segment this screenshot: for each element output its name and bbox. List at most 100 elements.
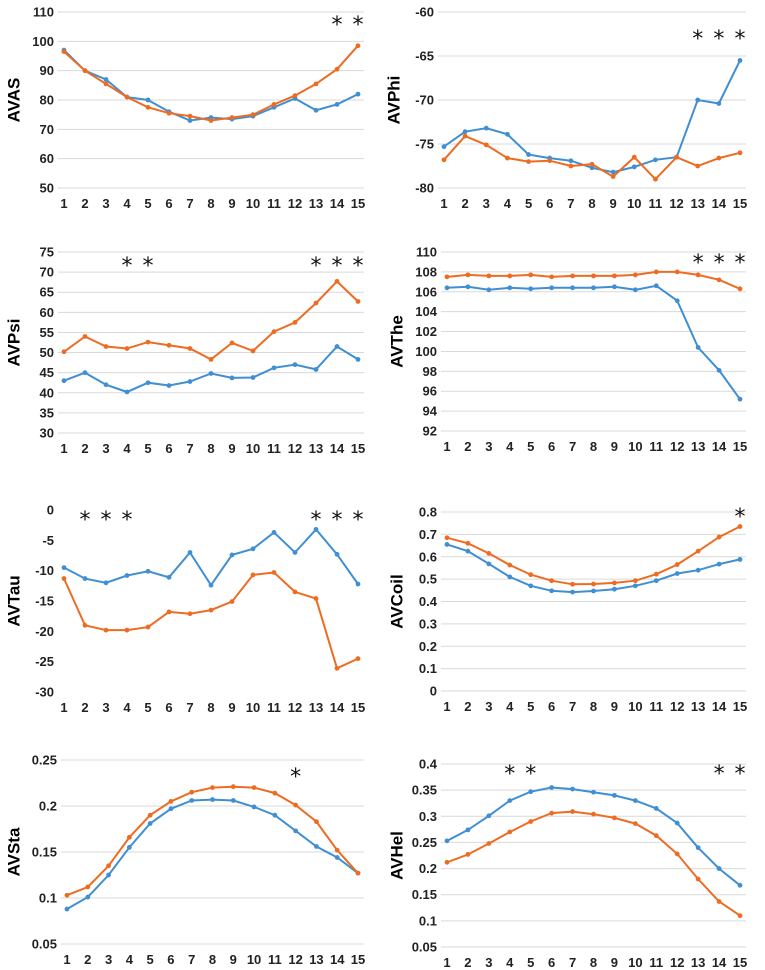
series-line-blue xyxy=(443,59,741,174)
data-point-orange xyxy=(334,847,340,853)
data-point-orange xyxy=(444,859,450,865)
y-tick-label: 0.2 xyxy=(39,799,57,814)
data-point-blue xyxy=(486,813,492,819)
data-point-blue xyxy=(465,548,471,554)
x-tick-label: 1 xyxy=(443,699,450,714)
data-point-orange xyxy=(334,66,340,72)
y-tick-label: -75 xyxy=(415,137,434,152)
x-tick-label: 5 xyxy=(144,196,151,211)
x-tick-label: 3 xyxy=(483,196,490,211)
y-tick-label: -60 xyxy=(415,5,434,20)
data-point-orange xyxy=(229,115,235,120)
y-tick-label: 0.05 xyxy=(412,940,437,955)
data-point-blue xyxy=(124,389,130,395)
data-point-blue xyxy=(250,375,256,380)
significance-marker: * xyxy=(693,251,704,276)
x-tick-label: 10 xyxy=(628,955,642,970)
data-point-orange xyxy=(187,113,193,119)
data-point-blue xyxy=(695,97,701,103)
y-tick-label: 104 xyxy=(415,304,437,319)
data-point-blue xyxy=(444,285,450,291)
data-point-orange xyxy=(462,133,468,139)
x-tick-label: 9 xyxy=(611,439,618,454)
x-tick-label: 15 xyxy=(351,952,365,967)
x-tick-label: 13 xyxy=(309,196,323,211)
data-point-orange xyxy=(591,581,596,587)
data-point-blue xyxy=(313,527,319,532)
x-tick-label: 15 xyxy=(733,439,747,454)
x-tick-label: 1 xyxy=(60,441,67,456)
data-point-blue xyxy=(716,866,722,871)
data-point-orange xyxy=(147,812,153,818)
data-point-orange xyxy=(355,656,361,662)
data-point-blue xyxy=(507,574,513,580)
data-point-orange xyxy=(505,155,510,161)
y-tick-label: 90 xyxy=(40,63,54,78)
data-point-orange xyxy=(250,112,256,118)
data-point-blue xyxy=(716,367,722,373)
data-point-blue xyxy=(292,362,298,368)
y-tick-label: 92 xyxy=(423,424,437,439)
data-point-blue xyxy=(292,550,298,555)
x-tick-label: 12 xyxy=(670,699,684,714)
data-point-blue xyxy=(570,786,575,792)
x-tick-label: 6 xyxy=(165,196,172,211)
data-point-orange xyxy=(251,785,257,790)
data-point-orange xyxy=(674,269,680,275)
series-line-blue xyxy=(63,527,359,588)
axis-label-y: AVCoil xyxy=(388,574,407,628)
x-tick-label: 2 xyxy=(81,700,88,715)
data-point-orange xyxy=(187,611,193,617)
data-point-blue xyxy=(444,542,450,547)
x-tick-label: 11 xyxy=(649,955,663,970)
x-tick-label: 3 xyxy=(105,952,112,967)
data-point-orange xyxy=(549,810,555,816)
x-tick-label: 4 xyxy=(123,441,131,456)
significance-marker: * xyxy=(353,13,364,38)
data-point-orange xyxy=(695,272,701,278)
significance-marker: * xyxy=(311,254,322,279)
data-point-orange xyxy=(210,785,215,790)
y-tick-label: 0 xyxy=(47,503,54,518)
x-tick-label: 14 xyxy=(712,439,727,454)
data-point-blue xyxy=(674,571,680,576)
data-point-orange xyxy=(145,339,151,345)
data-point-blue xyxy=(632,583,638,589)
y-tick-label: 94 xyxy=(423,404,438,419)
series-line-orange xyxy=(443,134,741,181)
x-tick-label: 3 xyxy=(485,699,492,714)
data-point-blue xyxy=(674,298,680,304)
axis-label-y: AVPhi xyxy=(385,76,404,125)
x-tick-label: 6 xyxy=(167,952,174,967)
x-tick-label: 5 xyxy=(527,955,534,970)
data-point-orange xyxy=(292,319,298,325)
data-point-orange xyxy=(486,273,492,279)
x-tick-label: 9 xyxy=(228,196,235,211)
x-tick-label: 3 xyxy=(102,700,109,715)
x-tick-label: 5 xyxy=(527,699,534,714)
data-point-orange xyxy=(653,176,658,182)
y-tick-label: 60 xyxy=(40,151,54,166)
x-tick-label: 15 xyxy=(351,196,365,211)
y-tick-label: 0.1 xyxy=(419,661,437,676)
x-tick-label: 12 xyxy=(288,441,302,456)
x-tick-label: 9 xyxy=(611,699,618,714)
data-point-blue xyxy=(208,582,214,588)
x-tick-label: 2 xyxy=(84,952,91,967)
data-point-orange xyxy=(486,550,492,556)
y-tick-label: 0.15 xyxy=(412,887,437,902)
x-tick-label: 6 xyxy=(165,700,172,715)
data-point-orange xyxy=(528,572,534,578)
data-point-orange xyxy=(653,833,659,839)
y-tick-label: 0.8 xyxy=(419,505,437,520)
x-tick-label: 14 xyxy=(712,196,727,211)
x-tick-label: 10 xyxy=(628,439,642,454)
x-tick-label: 14 xyxy=(330,952,345,967)
data-point-blue xyxy=(145,97,151,103)
data-point-blue xyxy=(189,798,195,803)
data-point-blue xyxy=(612,792,617,798)
data-point-orange xyxy=(465,272,471,278)
data-point-blue xyxy=(549,285,555,291)
significance-marker: * xyxy=(101,508,112,533)
x-tick-label: 4 xyxy=(506,955,514,970)
